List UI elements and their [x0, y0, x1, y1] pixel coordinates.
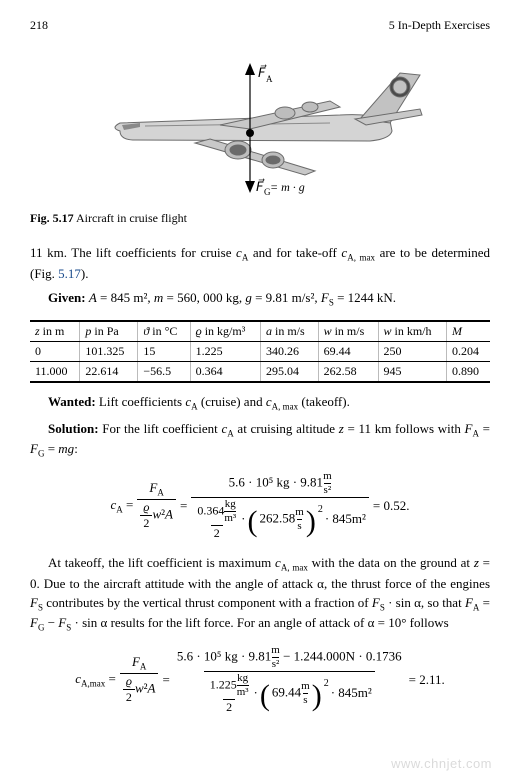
wanted-line: Wanted: Lift coefficients cA (cruise) an…: [30, 393, 490, 414]
equation-1: cA = FA ϱ 2 w²A = 5.6 · 10⁵ kg · 9.81ms²…: [30, 471, 490, 540]
given-line: Given: A = 845 m², m = 560, 000 kg, g = …: [30, 289, 490, 310]
takeoff-paragraph: At takeoff, the lift coefficient is maxi…: [30, 554, 490, 635]
svg-text:= m · g: = m · g: [270, 180, 305, 194]
page-number: 218: [30, 18, 48, 33]
table-row: 11.000 22.614 −56.5 0.364 295.04 262.58 …: [30, 362, 490, 383]
figure-label: Fig. 5.17: [30, 211, 74, 225]
th: ϑ in °C: [138, 321, 190, 342]
data-table: z in m p in Pa ϑ in °C ϱ in kg/m³ a in m…: [30, 320, 490, 383]
wanted-label: Wanted:: [48, 394, 96, 409]
svg-text:A: A: [266, 74, 273, 84]
figure-aircraft: F⃗ A F⃗ G = m · g: [30, 53, 490, 203]
page-header: 218 5 In-Depth Exercises: [30, 18, 490, 33]
chapter-title: 5 In-Depth Exercises: [389, 18, 490, 33]
solution-line: Solution: For the lift coefficient cA at…: [30, 420, 490, 461]
th: w in m/s: [318, 321, 378, 342]
given-label: Given:: [48, 290, 86, 305]
th: z in m: [30, 321, 80, 342]
figure-caption-text: Aircraft in cruise flight: [74, 211, 187, 225]
eq2-result: = 2.11.: [409, 672, 445, 688]
table-row: 0 101.325 15 1.225 340.26 69.44 250 0.20…: [30, 342, 490, 362]
table-header-row: z in m p in Pa ϑ in °C ϱ in kg/m³ a in m…: [30, 321, 490, 342]
th: a in m/s: [260, 321, 318, 342]
th: p in Pa: [80, 321, 138, 342]
th: ϱ in kg/m³: [190, 321, 260, 342]
aircraft-svg: F⃗ A F⃗ G = m · g: [90, 53, 430, 203]
th: w in km/h: [378, 321, 446, 342]
th: M: [446, 321, 490, 342]
watermark: www.chnjet.com: [391, 756, 492, 771]
intro-paragraph: 11 km. The lift coefficients for cruise …: [30, 244, 490, 283]
equation-2: cA,max = FA ϱ 2 w²A = 5.6 · 10⁵ kg · 9.8…: [30, 645, 490, 714]
figure-caption: Fig. 5.17 Aircraft in cruise flight: [30, 211, 490, 226]
eq1-result: = 0.52.: [373, 498, 410, 514]
solution-label: Solution:: [48, 421, 99, 436]
